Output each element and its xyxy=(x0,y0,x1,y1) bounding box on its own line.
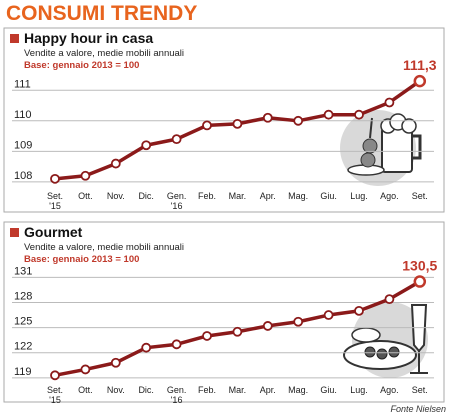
y-tick-label: 110 xyxy=(14,109,32,121)
subtitle: Vendite a valore, medie mobili annuali xyxy=(24,242,184,253)
x-tick-label: Ott. xyxy=(78,385,93,395)
title-bullet xyxy=(10,34,19,43)
x-tick-label: Feb. xyxy=(197,191,216,201)
marker xyxy=(80,364,91,375)
icon-beer xyxy=(340,110,422,186)
x-tick-label: Ago. xyxy=(380,385,399,395)
x-tick-label: Giu. xyxy=(320,385,337,395)
note: Base: gennaio 2013 = 100 xyxy=(24,60,139,71)
marker xyxy=(110,158,121,169)
marker xyxy=(384,294,395,305)
marker xyxy=(141,342,152,353)
marker xyxy=(141,140,152,151)
title-bullet xyxy=(10,228,19,237)
marker xyxy=(384,97,395,108)
y-tick-label: 122 xyxy=(14,341,32,353)
y-tick-label: 119 xyxy=(14,366,32,378)
x-tick-label: Gen. '16 xyxy=(166,385,187,405)
x-tick-label: Dic. xyxy=(138,191,154,201)
y-tick-label: 109 xyxy=(14,139,32,151)
chart-title: Gourmet xyxy=(24,224,83,240)
marker xyxy=(323,310,334,320)
marker xyxy=(232,118,243,129)
marker xyxy=(80,170,91,181)
y-tick-label: 131 xyxy=(14,265,32,277)
x-tick-label: Mag. xyxy=(288,385,309,395)
page-title: CONSUMI TRENDY xyxy=(6,2,197,25)
x-tick-label: Nov. xyxy=(106,385,125,395)
x-tick-label: Apr. xyxy=(259,191,276,201)
icon-sushi xyxy=(343,302,428,378)
y-tick-label: 128 xyxy=(14,290,32,302)
y-tick-label: 125 xyxy=(14,316,32,328)
x-tick-label: Dic. xyxy=(138,385,154,395)
marker xyxy=(262,112,273,123)
x-tick-label: Mar. xyxy=(228,191,247,201)
x-tick-label: Mag. xyxy=(288,191,309,201)
source: Fonte Nielsen xyxy=(390,404,446,414)
value-label: 111,3 xyxy=(403,57,437,73)
marker xyxy=(202,120,212,131)
x-tick-label: Set. '15 xyxy=(46,191,63,211)
note: Base: gennaio 2013 = 100 xyxy=(24,254,139,265)
x-tick-label: Ott. xyxy=(78,191,93,201)
chart-title: Happy hour in casa xyxy=(24,30,153,46)
marker xyxy=(50,370,60,381)
x-tick-label: Lug. xyxy=(350,191,368,201)
marker xyxy=(293,316,304,327)
x-tick-label: Set. xyxy=(411,191,428,201)
x-tick-label: Nov. xyxy=(106,191,125,201)
x-tick-label: Gen. '16 xyxy=(166,191,187,211)
x-tick-label: Giu. xyxy=(320,191,337,201)
x-tick-label: Mar. xyxy=(228,385,247,395)
y-tick-label: 108 xyxy=(14,170,32,182)
marker xyxy=(354,109,364,120)
x-tick-label: Set. xyxy=(411,385,428,395)
marker xyxy=(323,109,334,120)
marker xyxy=(171,339,182,350)
x-tick-label: Feb. xyxy=(197,385,216,395)
marker xyxy=(413,74,427,88)
marker xyxy=(202,331,212,341)
x-tick-label: Set. '15 xyxy=(46,385,63,405)
marker xyxy=(262,321,273,331)
x-tick-label: Lug. xyxy=(350,385,368,395)
marker xyxy=(413,275,427,288)
x-tick-label: Apr. xyxy=(259,385,276,395)
marker xyxy=(293,115,304,126)
value-label: 130,5 xyxy=(402,258,437,274)
marker xyxy=(50,173,60,184)
marker xyxy=(232,326,243,337)
subtitle: Vendite a valore, medie mobili annuali xyxy=(24,48,184,59)
marker xyxy=(110,357,121,368)
x-tick-label: Ago. xyxy=(380,191,399,201)
y-tick-label: 111 xyxy=(14,78,31,90)
marker xyxy=(171,134,182,145)
marker xyxy=(354,305,364,316)
